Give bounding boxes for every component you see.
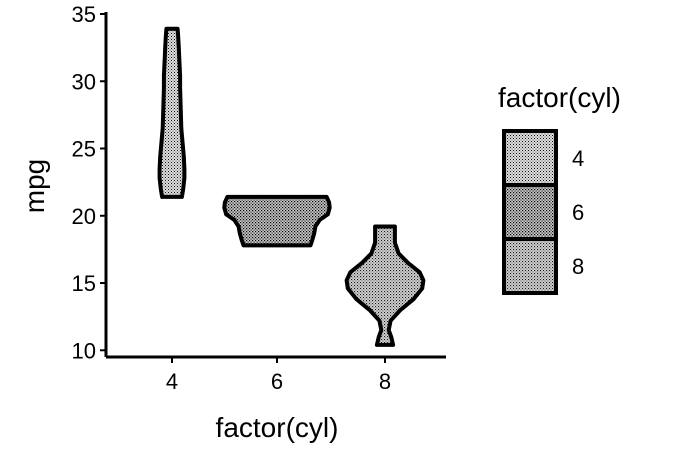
y-tick-label: 35 xyxy=(72,2,96,27)
legend-key-6 xyxy=(502,183,558,241)
y-axis-title: mpg xyxy=(19,159,50,213)
violin-cyl-4 xyxy=(157,26,187,199)
y-tick-label: 15 xyxy=(72,271,96,296)
legend: factor(cyl) 4 6 8 xyxy=(498,82,621,295)
violin-layer xyxy=(157,26,426,347)
legend-title: factor(cyl) xyxy=(498,82,621,113)
axes: 10 15 20 25 30 35 4 6 8 xyxy=(72,2,446,394)
y-tick-label: 25 xyxy=(72,137,96,162)
violin-cyl-6 xyxy=(222,194,332,248)
x-axis-title: factor(cyl) xyxy=(216,412,339,443)
legend-key-4 xyxy=(502,129,558,187)
x-tick-label: 8 xyxy=(379,369,391,394)
legend-label-8: 8 xyxy=(572,254,584,279)
y-tick-label: 20 xyxy=(72,204,96,229)
y-axis-ticks: 10 15 20 25 30 35 xyxy=(72,2,106,363)
y-tick-label: 30 xyxy=(72,69,96,94)
legend-keys: 4 6 8 xyxy=(502,129,584,295)
x-axis-ticks: 4 6 8 xyxy=(166,357,391,394)
x-tick-label: 4 xyxy=(166,369,178,394)
y-tick-label: 10 xyxy=(72,338,96,363)
x-tick-label: 6 xyxy=(271,369,283,394)
legend-label-4: 4 xyxy=(572,146,584,171)
legend-label-6: 6 xyxy=(572,200,584,225)
legend-key-8 xyxy=(502,237,558,295)
violin-cyl-8 xyxy=(344,224,426,347)
